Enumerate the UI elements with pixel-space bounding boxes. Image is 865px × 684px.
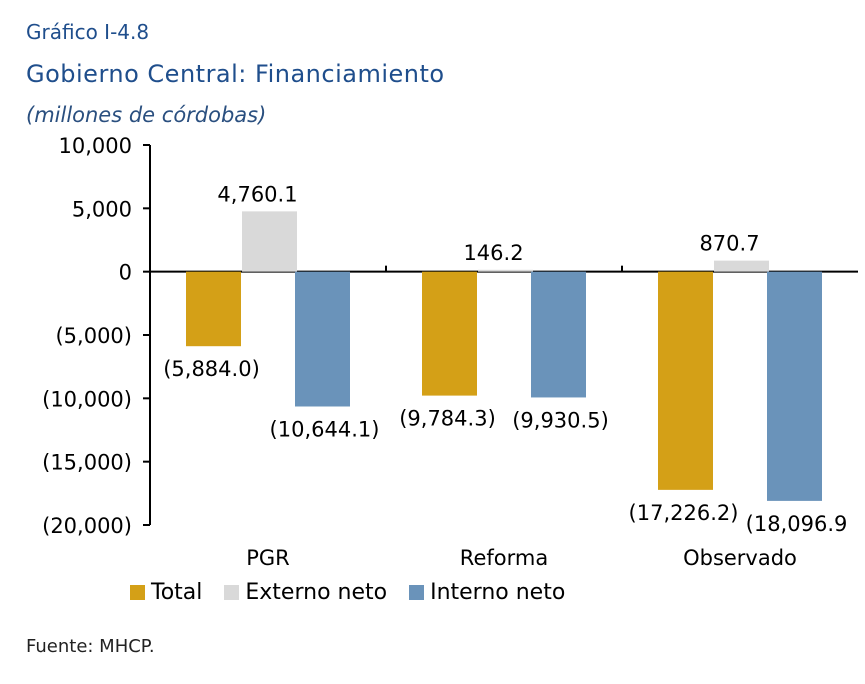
legend-label-total: Total [151,580,203,605]
bar-total [658,271,713,490]
x-category-label: Reforma [460,546,548,570]
data-label-interno: (18,096.9 [746,512,848,536]
y-tick-label: 10,000 [59,134,132,158]
data-label-total: (9,784.3) [399,407,496,431]
x-category-label: Observado [683,546,797,570]
bar-externo [478,269,533,272]
bar-interno [767,271,822,501]
chart-title: Gobierno Central: Financiamiento [26,60,445,88]
legend-label-externo: Externo neto [245,580,388,605]
y-tick-label: (15,000) [42,451,132,475]
y-tick-label: 5,000 [72,197,132,221]
legend-swatch-externo [224,585,240,600]
legend-item-externo: Externo neto [224,580,387,605]
data-label-interno: (10,644.1) [270,417,380,441]
bar-total [422,271,477,396]
units-label: (millones de córdobas) [26,103,267,127]
legend-swatch-interno [409,585,425,600]
data-label-total: (17,226.2) [629,501,739,525]
data-label-externo: 146.2 [463,241,523,265]
x-category-label: PGR [246,546,290,570]
bar-interno [295,271,350,407]
source-note: Fuente: MHCP. [26,636,155,657]
y-tick-label: 0 [119,261,132,285]
bar-interno [531,271,586,398]
data-label-interno: (9,930.5) [512,408,609,432]
data-label-externo: 870.7 [699,232,759,256]
legend-label-interno: Interno neto [430,580,566,605]
data-label-externo: 4,760.1 [217,182,297,206]
bar-externo [242,211,297,272]
y-tick-label: (20,000) [42,514,132,538]
legend: Total Externo neto Interno neto [130,580,587,605]
y-tick-label: (5,000) [55,324,132,348]
bar-total [186,271,241,347]
figure-number: Gráfico I-4.8 [26,20,150,44]
legend-item-interno: Interno neto [409,580,565,605]
y-tick-label: (10,000) [42,387,132,411]
legend-swatch-total [130,585,145,600]
bar-externo [714,260,769,272]
data-label-total: (5,884.0) [163,357,260,381]
legend-item-total: Total [130,580,202,605]
